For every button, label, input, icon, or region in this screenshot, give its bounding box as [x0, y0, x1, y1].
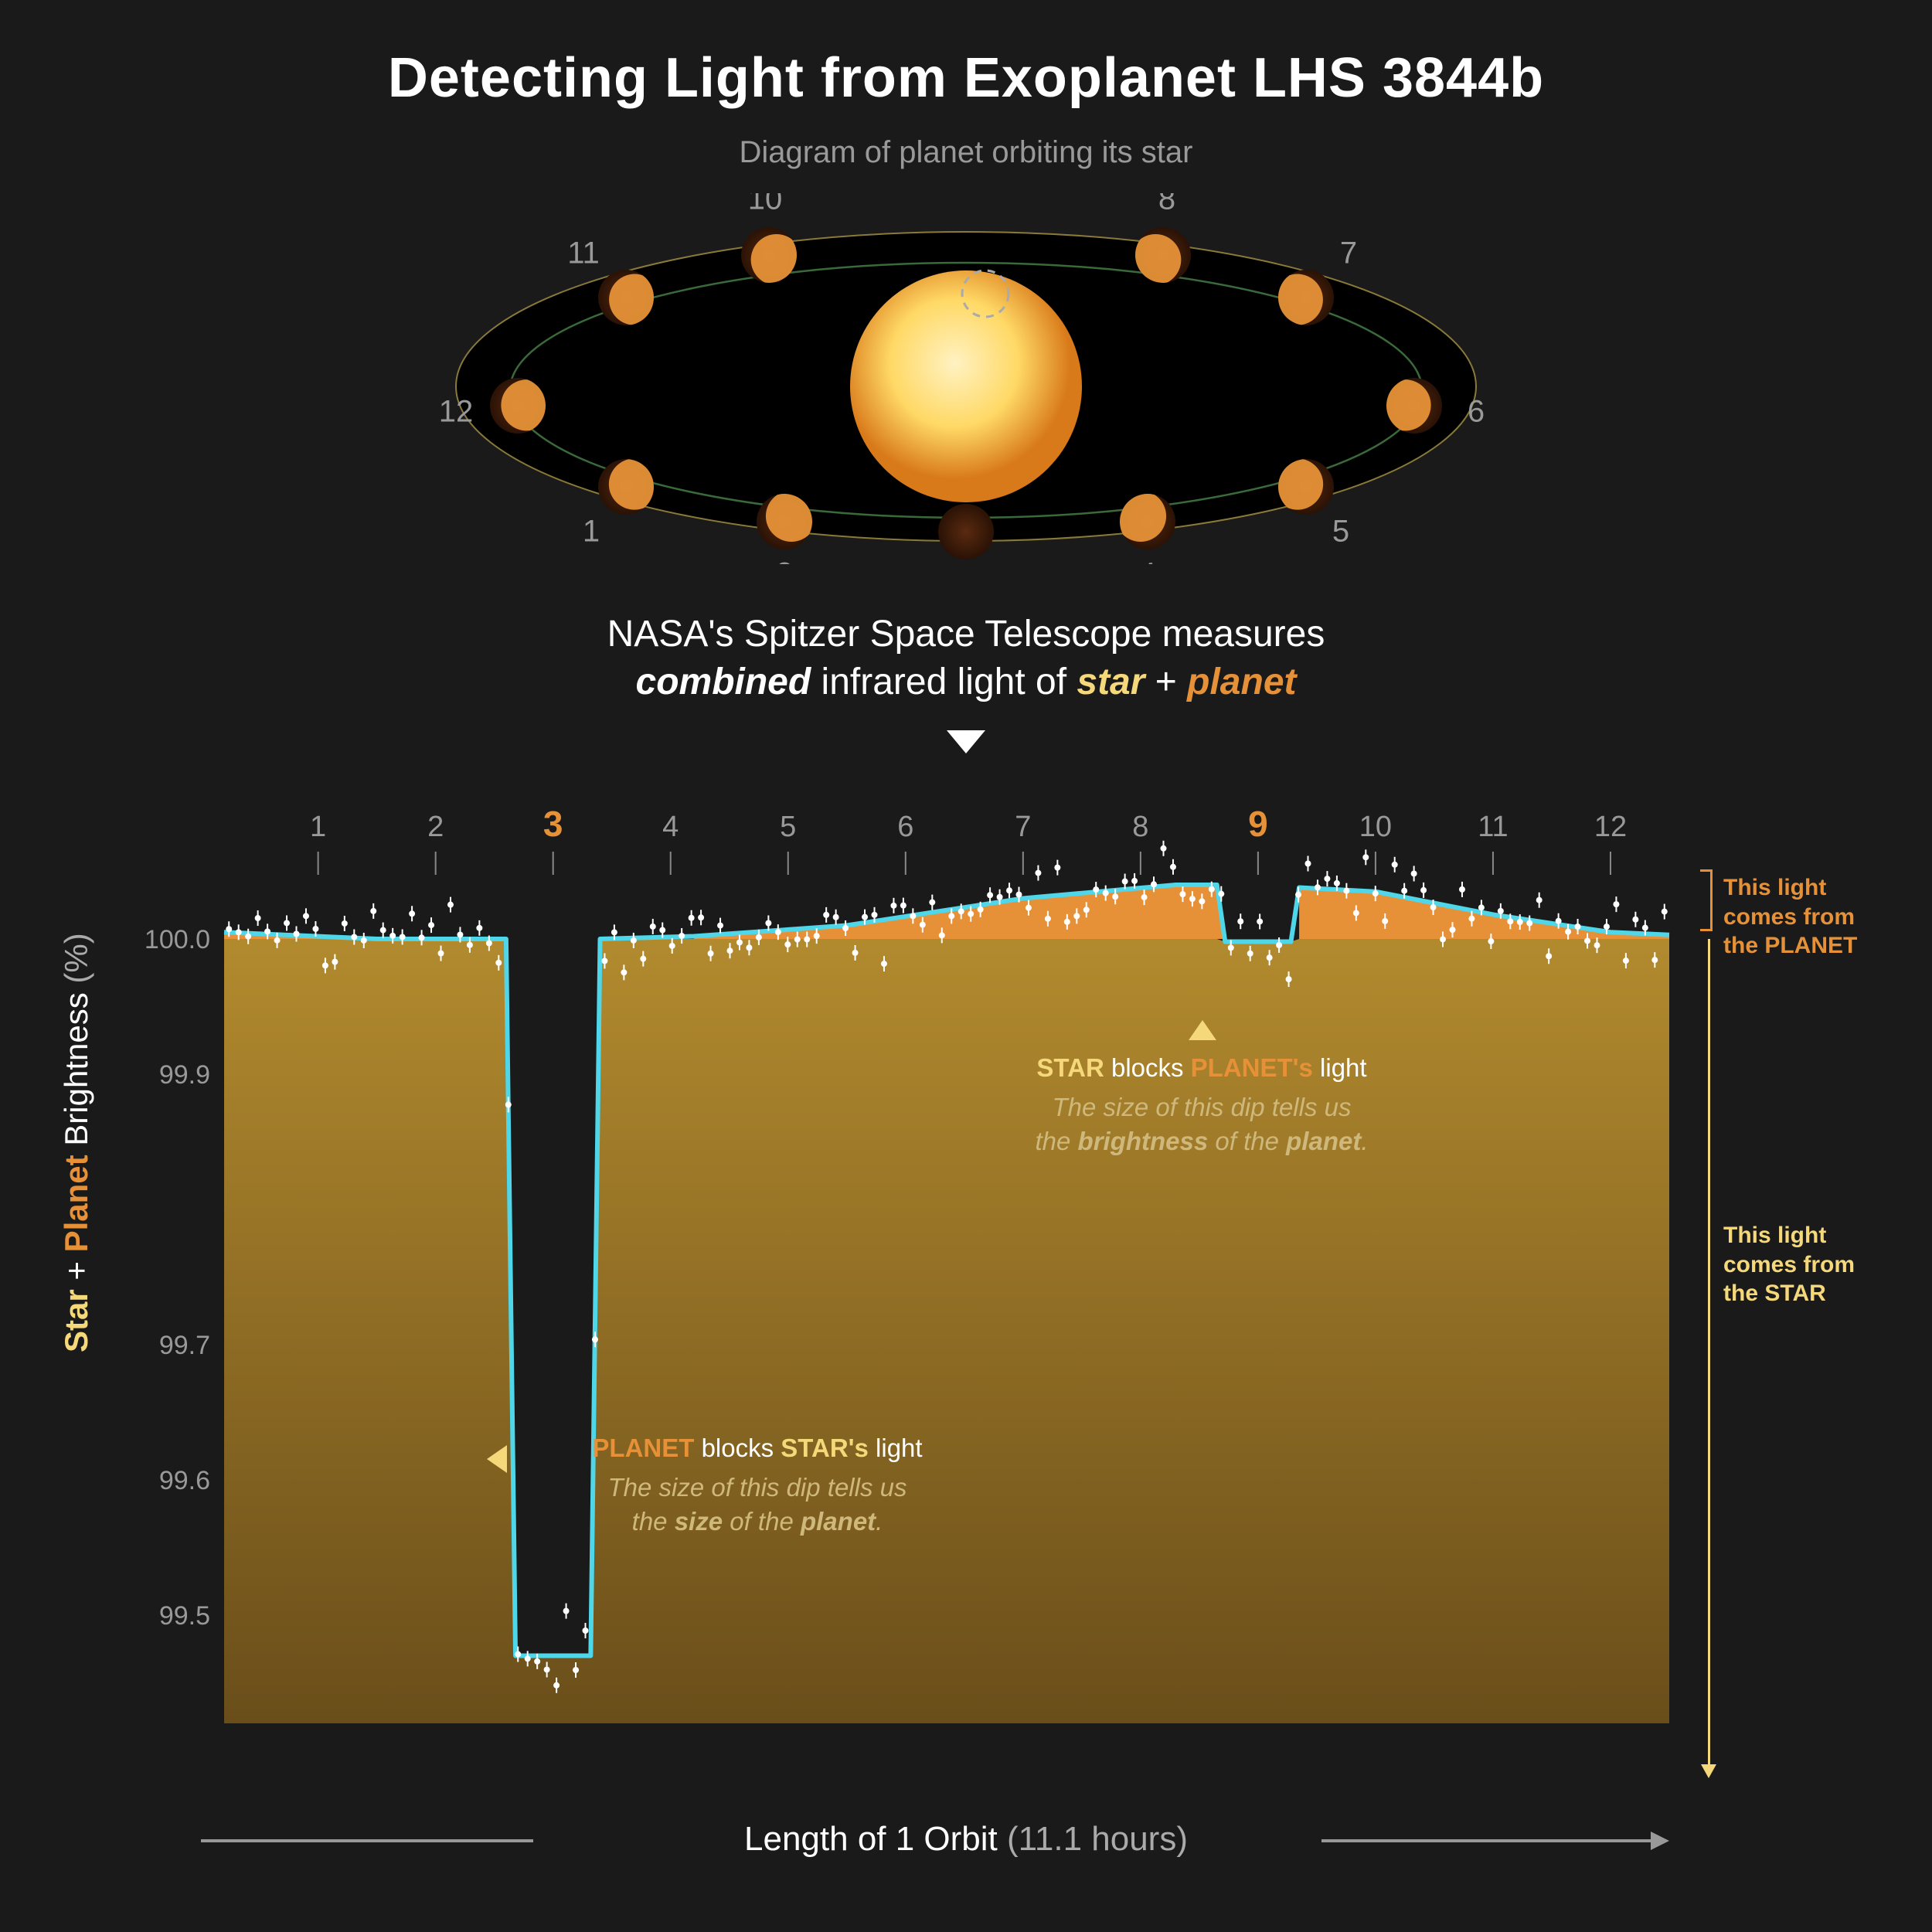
middle-caption: NASA's Spitzer Space Telescope measures …	[0, 611, 1932, 707]
triangle-left-icon	[487, 1445, 507, 1473]
svg-text:10: 10	[1359, 811, 1392, 843]
svg-text:99.7: 99.7	[159, 1331, 210, 1360]
star-light-area	[224, 939, 1669, 1723]
svg-text:4: 4	[1139, 557, 1156, 564]
svg-text:8: 8	[1158, 193, 1175, 216]
orbit-subtitle: Diagram of planet orbiting its star	[0, 135, 1932, 170]
svg-text:8: 8	[1132, 811, 1148, 843]
svg-text:4: 4	[662, 811, 679, 843]
y-axis-label: Star + Planet Brightness (%)	[58, 933, 95, 1352]
svg-text:2: 2	[427, 811, 444, 843]
svg-text:6: 6	[897, 811, 913, 843]
orbit-diagram: 121110987654321	[425, 193, 1507, 564]
svg-text:9: 9	[1248, 804, 1268, 844]
triangle-up-icon	[1189, 1020, 1216, 1040]
main-title: Detecting Light from Exoplanet LHS 3844b	[0, 46, 1932, 110]
side-label-planet: This lightcomes fromthe PLANET	[1723, 873, 1857, 961]
svg-text:99.5: 99.5	[159, 1601, 210, 1631]
svg-text:7: 7	[1015, 811, 1031, 843]
eclipse-annotation: STAR blocks PLANET's light The size of t…	[954, 1051, 1449, 1159]
side-label-star: This lightcomes fromthe STAR	[1723, 1221, 1855, 1308]
svg-text:5: 5	[780, 811, 796, 843]
star-light-arrow	[1708, 939, 1710, 1766]
svg-text:5: 5	[1332, 515, 1349, 549]
svg-text:1: 1	[310, 811, 326, 843]
svg-text:11: 11	[567, 236, 600, 270]
svg-text:7: 7	[1340, 236, 1357, 270]
svg-text:10: 10	[748, 193, 783, 216]
svg-text:2: 2	[776, 557, 793, 564]
svg-text:99.6: 99.6	[159, 1466, 210, 1495]
svg-text:1: 1	[583, 515, 600, 549]
svg-text:100.0: 100.0	[145, 925, 210, 954]
x-arrow-left	[201, 1839, 533, 1842]
svg-text:6: 6	[1468, 395, 1485, 429]
svg-text:11: 11	[1478, 811, 1508, 843]
svg-text:3: 3	[543, 804, 563, 844]
light-curve-chart: 123456789101112100.099.999.799.699.5	[131, 781, 1716, 1747]
svg-text:12: 12	[1594, 811, 1627, 843]
bracket-planet	[1700, 869, 1713, 931]
triangle-down-icon	[947, 730, 985, 753]
svg-text:99.9: 99.9	[159, 1060, 210, 1090]
x-arrow-right	[1321, 1839, 1654, 1842]
svg-text:12: 12	[439, 395, 474, 429]
transit-annotation: PLANET blocks STAR's light The size of t…	[518, 1431, 997, 1539]
